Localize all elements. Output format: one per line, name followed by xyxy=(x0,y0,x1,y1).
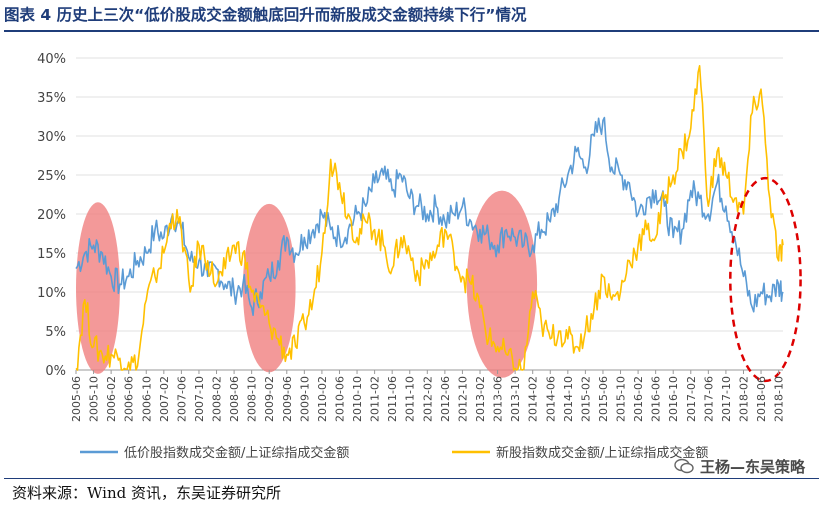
x-tick-label: 2012-06 xyxy=(439,376,452,422)
bottom-rule xyxy=(4,478,819,479)
x-tick-label: 2014-02 xyxy=(527,376,540,422)
x-tick-label: 2010-10 xyxy=(351,376,364,422)
x-tick-label: 2017-02 xyxy=(685,376,698,422)
highlight-dashed-ovals xyxy=(729,176,802,383)
wechat-icon xyxy=(674,458,694,474)
x-tick-label: 2013-06 xyxy=(492,376,505,422)
y-tick-label: 0% xyxy=(45,364,66,379)
chart-series-lines xyxy=(75,65,784,371)
y-tick-label: 35% xyxy=(37,91,66,106)
legend-label-series2: 新股指数成交金额/上证综指成交金额 xyxy=(496,445,708,461)
x-tick-label: 2016-10 xyxy=(667,376,680,422)
x-tick-label: 2018-10 xyxy=(773,376,786,422)
figure-title: 图表 4 历史上三次“低价股成交金额触底回升而新股成交金额持续下行”情况 xyxy=(4,6,527,24)
x-tick-label: 2008-02 xyxy=(211,376,224,422)
x-tick-label: 2005-10 xyxy=(88,376,101,422)
x-tick-label: 2014-06 xyxy=(544,376,557,422)
watermark-text: 王杨—东吴策略 xyxy=(699,457,805,476)
line-chart: 0% 5% 10% 15% 20% 25% 30% 35% 40% 2005-06 2005-10… xyxy=(37,52,802,461)
x-tick-label: 2005-06 xyxy=(70,376,83,422)
highlight-ovals xyxy=(76,190,538,378)
y-tick-label: 40% xyxy=(37,52,66,67)
series-line-2 xyxy=(75,65,784,371)
x-tick-label: 2009-02 xyxy=(263,376,276,422)
x-tick-label: 2016-02 xyxy=(632,376,645,422)
y-tick-label: 20% xyxy=(37,208,66,223)
x-tick-label: 2007-02 xyxy=(158,376,171,422)
highlight-oval xyxy=(76,202,120,374)
y-axis-ticks: 0% 5% 10% 15% 20% 25% 30% 35% 40% xyxy=(37,52,66,379)
title-rule xyxy=(4,30,819,32)
series-line-1 xyxy=(75,116,784,316)
x-tick-label: 2011-02 xyxy=(369,376,382,422)
y-tick-label: 5% xyxy=(45,325,66,340)
x-tick-label: 2012-02 xyxy=(421,376,434,422)
x-tick-label: 2013-02 xyxy=(474,376,487,422)
y-tick-label: 25% xyxy=(37,169,66,184)
x-tick-label: 2015-06 xyxy=(597,376,610,422)
x-tick-label: 2008-10 xyxy=(246,376,259,422)
x-tick-label: 2007-06 xyxy=(175,376,188,422)
y-tick-label: 30% xyxy=(37,130,66,145)
x-tick-label: 2007-10 xyxy=(193,376,206,422)
x-tick-label: 2009-10 xyxy=(298,376,311,422)
x-tick-label: 2017-06 xyxy=(702,376,715,422)
x-tick-label: 2006-02 xyxy=(105,376,118,422)
y-tick-label: 10% xyxy=(37,286,66,301)
x-tick-label: 2008-06 xyxy=(228,376,241,422)
x-axis-ticks: 2005-06 2005-10 2006-02 2006-06 2006-10 2007-… xyxy=(70,370,786,422)
x-tick-label: 2018-06 xyxy=(755,376,768,422)
x-tick-label: 2011-10 xyxy=(404,376,417,422)
x-tick-label: 2013-10 xyxy=(509,376,522,422)
x-tick-label: 2006-10 xyxy=(140,376,153,422)
x-tick-label: 2012-10 xyxy=(456,376,469,422)
highlight-dashed-oval xyxy=(729,176,802,383)
x-tick-label: 2011-06 xyxy=(386,376,399,422)
x-tick-label: 2010-06 xyxy=(333,376,346,422)
chart-legend: 低价股指数成交金额/上证综指成交金额 新股指数成交金额/上证综指成交金额 xyxy=(80,445,708,461)
x-tick-label: 2006-06 xyxy=(123,376,136,422)
highlight-oval xyxy=(466,190,538,378)
x-tick-label: 2015-10 xyxy=(615,376,628,422)
x-tick-label: 2018-02 xyxy=(737,376,750,422)
wechat-watermark: 王杨—东吴策略 xyxy=(674,456,805,476)
x-tick-label: 2014-10 xyxy=(562,376,575,422)
x-tick-label: 2010-02 xyxy=(316,376,329,422)
x-tick-label: 2015-02 xyxy=(579,376,592,422)
x-tick-label: 2009-06 xyxy=(281,376,294,422)
legend-label-series1: 低价股指数成交金额/上证综指成交金额 xyxy=(124,445,349,461)
x-tick-label: 2017-10 xyxy=(720,376,733,422)
x-tick-label: 2016-06 xyxy=(650,376,663,422)
y-tick-label: 15% xyxy=(37,247,66,262)
source-note: 资料来源：Wind 资讯，东吴证券研究所 xyxy=(12,484,281,502)
